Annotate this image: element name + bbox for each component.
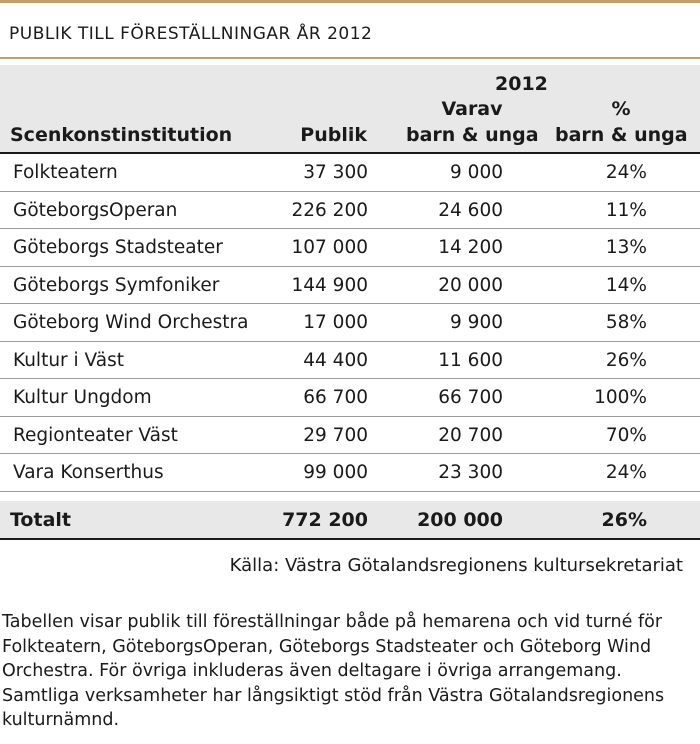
cell-institution: Kultur Ungdom [13,387,152,408]
cell-children: 9 000 [450,162,503,183]
table-row: Göteborgs Symfoniker 144 900 20 000 14% [0,267,700,304]
cell-institution: Göteborgs Symfoniker [13,274,220,296]
cell-publik: 17 000 [303,312,368,333]
table-row: Göteborgs Stadsteater 107 000 14 200 13% [0,229,700,267]
cell-institution: Regionteater Väst [13,424,178,446]
cell-percent: 24% [605,462,647,483]
cell-children: 11 600 [438,349,503,371]
cell-percent: 70% [605,424,647,446]
source-note: Källa: Västra Götalandsregionens kulturs… [229,555,683,576]
title-accent-rule [0,57,700,59]
header-percent-line1: % [611,98,631,120]
table-row: Vara Konserthus 99 000 23 300 24% [0,454,700,492]
table-body: Folkteatern 37 300 9 000 24% GöteborgsOp… [0,154,700,492]
cell-children: 23 300 [438,462,503,483]
cell-percent: 14% [605,274,647,296]
cell-percent: 58% [605,312,647,333]
table-title: PUBLIK TILL FÖRESTÄLLNINGAR ÅR 2012 [9,24,373,44]
cell-children: 24 600 [438,199,503,221]
cell-publik: 29 700 [303,424,368,446]
header-institution: Scenkonstinstitution [10,124,233,146]
table-row: Regionteater Väst 29 700 20 700 70% [0,417,700,454]
total-row: Totalt 772 200 200 000 26% [0,501,700,539]
header-children-line1: Varav [441,98,503,120]
footnote-text: Tabellen visar publik till föreställning… [2,612,665,730]
total-label: Totalt [10,509,71,531]
table-header [0,65,700,152]
cell-publik: 226 200 [291,199,368,221]
total-children: 200 000 [417,509,503,531]
header-children-audience: Varav barn & unga [406,96,539,148]
cell-publik: 37 300 [303,162,368,183]
cell-children: 9 900 [450,312,503,333]
header-rule [0,152,700,154]
table-row: GöteborgsOperan 226 200 24 600 11% [0,192,700,229]
cell-institution: Kultur i Väst [13,349,125,371]
cell-institution: GöteborgsOperan [13,199,178,221]
table-row: Kultur i Väst 44 400 11 600 26% [0,342,700,379]
header-children-percent: % barn & unga [555,96,688,148]
cell-percent: 11% [605,199,647,221]
cell-percent: 26% [605,349,647,371]
header-year: 2012 [495,73,548,95]
cell-publik: 144 900 [291,274,368,296]
cell-children: 20 700 [438,424,503,446]
cell-institution: Göteborgs Stadsteater [13,237,223,258]
cell-percent: 24% [605,162,647,183]
table-bottom-rule [0,538,700,540]
cell-children: 66 700 [438,387,503,408]
total-percent: 26% [601,509,647,531]
table-row: Göteborg Wind Orchestra 17 000 9 900 58% [0,304,700,342]
cell-percent: 13% [605,237,647,258]
cell-institution: Folkteatern [13,162,118,183]
cell-children: 14 200 [438,237,503,258]
cell-institution: Vara Konserthus [13,462,164,483]
header-children-line2: barn & unga [406,124,539,146]
cell-percent: 100% [594,387,647,408]
cell-publik: 44 400 [303,349,368,371]
cell-publik: 66 700 [303,387,368,408]
header-publik: Publik [300,124,367,146]
header-percent-line2: barn & unga [555,124,688,146]
table-row: Kultur Ungdom 66 700 66 700 100% [0,379,700,417]
table-row: Folkteatern 37 300 9 000 24% [0,154,700,192]
cell-publik: 99 000 [303,462,368,483]
top-accent-rule [0,0,700,3]
cell-institution: Göteborg Wind Orchestra [13,312,249,333]
cell-children: 20 000 [438,274,503,296]
cell-publik: 107 000 [291,237,368,258]
total-publik: 772 200 [282,509,368,531]
